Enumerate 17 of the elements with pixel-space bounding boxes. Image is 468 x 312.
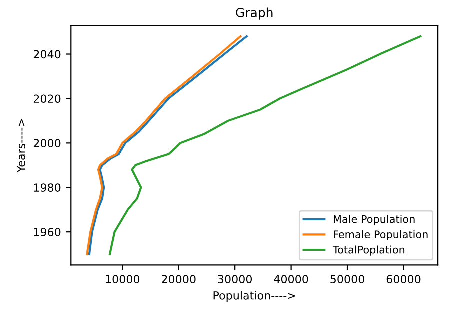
y-tick-label: 1960	[34, 228, 61, 236]
x-tick-label: 10000	[106, 275, 140, 284]
x-tick-label: 20000	[162, 275, 196, 284]
chart-title: Graph	[236, 8, 273, 20]
y-tick-label: 2040	[34, 50, 61, 59]
legend-label: Female Population	[334, 230, 428, 241]
legend-label: Male Population	[334, 215, 415, 226]
legend-label: TotalPoplation	[332, 246, 405, 256]
x-tick-label: 50000	[330, 275, 364, 284]
y-tick-label: 1980	[34, 184, 61, 192]
y-tick-label: 2000	[34, 139, 61, 148]
y-axis-title: Years---->	[17, 119, 26, 173]
x-tick-label: 40000	[274, 275, 308, 284]
y-tick-label: 2020	[34, 94, 61, 104]
x-tick-label: 30000	[218, 275, 252, 284]
x-tick-label: 60000	[386, 275, 421, 284]
x-axis-title: Population---->	[214, 291, 296, 302]
